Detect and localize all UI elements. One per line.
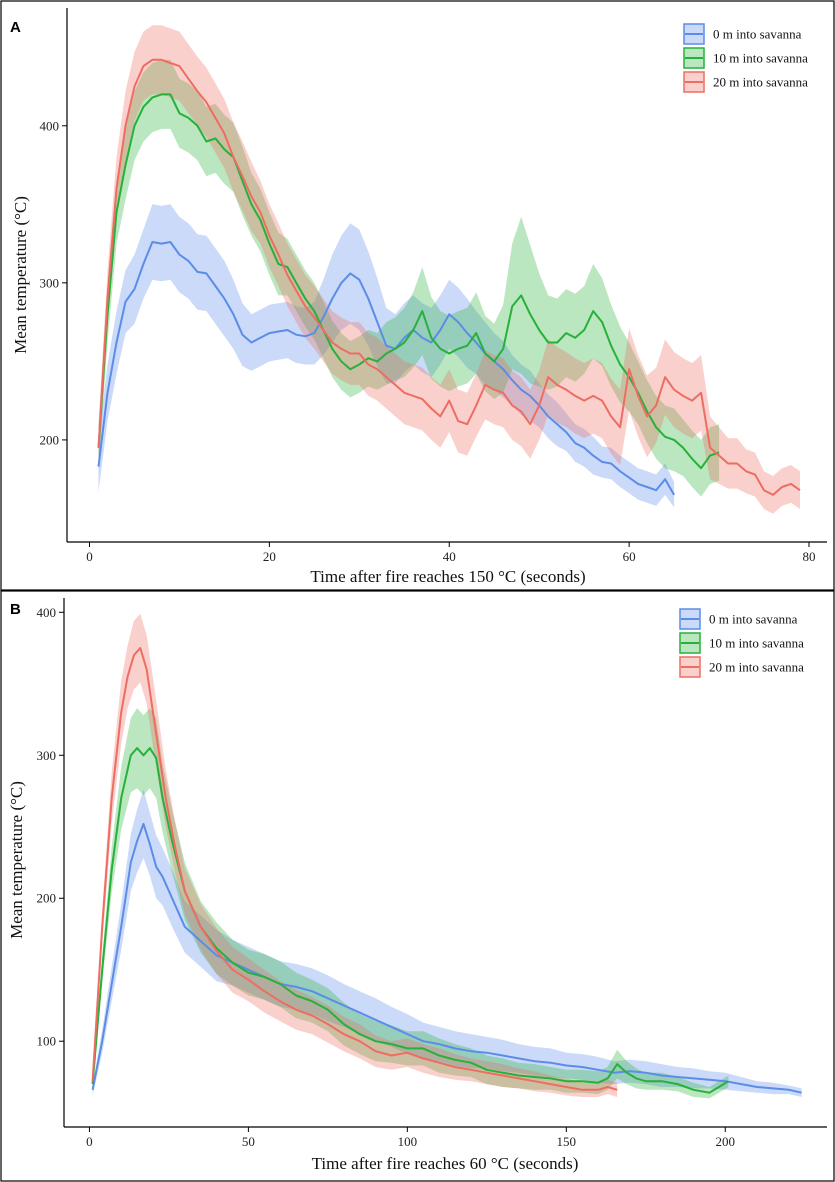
panel-a: A 0 20 40 60 80 200 300 400 Time after fire rea… [0,0,835,591]
panel-a-border [0,0,835,591]
panel-a-x-tick-label-1: 20 [263,549,276,564]
panel-b-y-tick-label-2: 300 [37,748,57,763]
panel-a-y-tick-label-1: 300 [40,275,60,290]
panel-a-line-0 [97,241,675,496]
panel-b-x-tick-label-1: 50 [242,1134,255,1149]
panel-b-letter: B [10,601,21,618]
panel-b-legend-label-0: 0 m into savanna [709,612,798,627]
panel-b-x-tick-label-4: 200 [716,1134,736,1149]
panel-a-lines [97,58,801,496]
panel-a-legend: 0 m into savanna 10 m into savanna 20 m in… [683,23,808,93]
panel-a-x-tick-label-4: 80 [803,549,816,564]
panel-b-x-tick-label-3: 150 [557,1134,577,1149]
panel-b-border [0,590,835,1182]
panel-b-line-0 [91,822,802,1094]
panel-b-legend-label-1: 10 m into savanna [709,636,804,651]
panel-a-x-tick-label-2: 40 [443,549,456,564]
panel-a-x-tick-label-3: 60 [623,549,636,564]
panel-b-ticks: 0 50 100 150 200 100 200 300 400 [37,605,736,1149]
panel-b-line-1 [91,747,729,1094]
panel-b-x-tick-label-0: 0 [86,1134,93,1149]
panel-a-y-title: Mean temperature (°C) [11,196,30,354]
panel-b: B 0 50 100 150 200 100 200 300 400 Time after fi… [0,590,835,1182]
panel-b-x-title: Time after fire reaches 60 °C (seconds) [312,1154,579,1173]
panel-a-band-0 [98,204,675,508]
panel-b-y-title: Mean temperature (°C) [7,781,26,939]
panel-b-bands [92,613,802,1099]
panel-b-band-0 [92,789,802,1097]
panel-b-y-tick-label-0: 100 [37,1034,57,1049]
panel-a-legend-label-0: 0 m into savanna [713,27,802,42]
panel-b-line-2 [91,647,618,1091]
panel-b-x-tick-label-2: 100 [398,1134,418,1149]
panel-a-y-tick-label-2: 400 [40,118,60,133]
panel-b-y-tick-label-3: 400 [37,605,57,620]
panel-a-legend-label-1: 10 m into savanna [713,51,808,66]
panel-b-lines [91,647,802,1094]
panel-a-legend-label-2: 20 m into savanna [713,75,808,90]
panel-b-legend: 0 m into savanna 10 m into savanna 20 m in… [679,608,804,678]
panel-a-letter: A [10,19,21,36]
panel-a-x-title: Time after fire reaches 150 °C (seconds) [310,567,585,586]
panel-a-line-1 [97,93,720,470]
panel-a-line-2 [97,58,801,496]
panel-a-y-tick-label-0: 200 [40,432,60,447]
panel-a-x-tick-label-0: 0 [86,549,93,564]
panel-b-band-1 [92,708,729,1099]
panel-b-legend-label-2: 20 m into savanna [709,660,804,675]
panel-b-band-2 [92,613,618,1097]
panel-a-band-1 [98,59,720,497]
panel-b-y-tick-label-1: 200 [37,891,57,906]
panel-a-ticks: 0 20 40 60 80 200 300 400 [40,118,816,564]
